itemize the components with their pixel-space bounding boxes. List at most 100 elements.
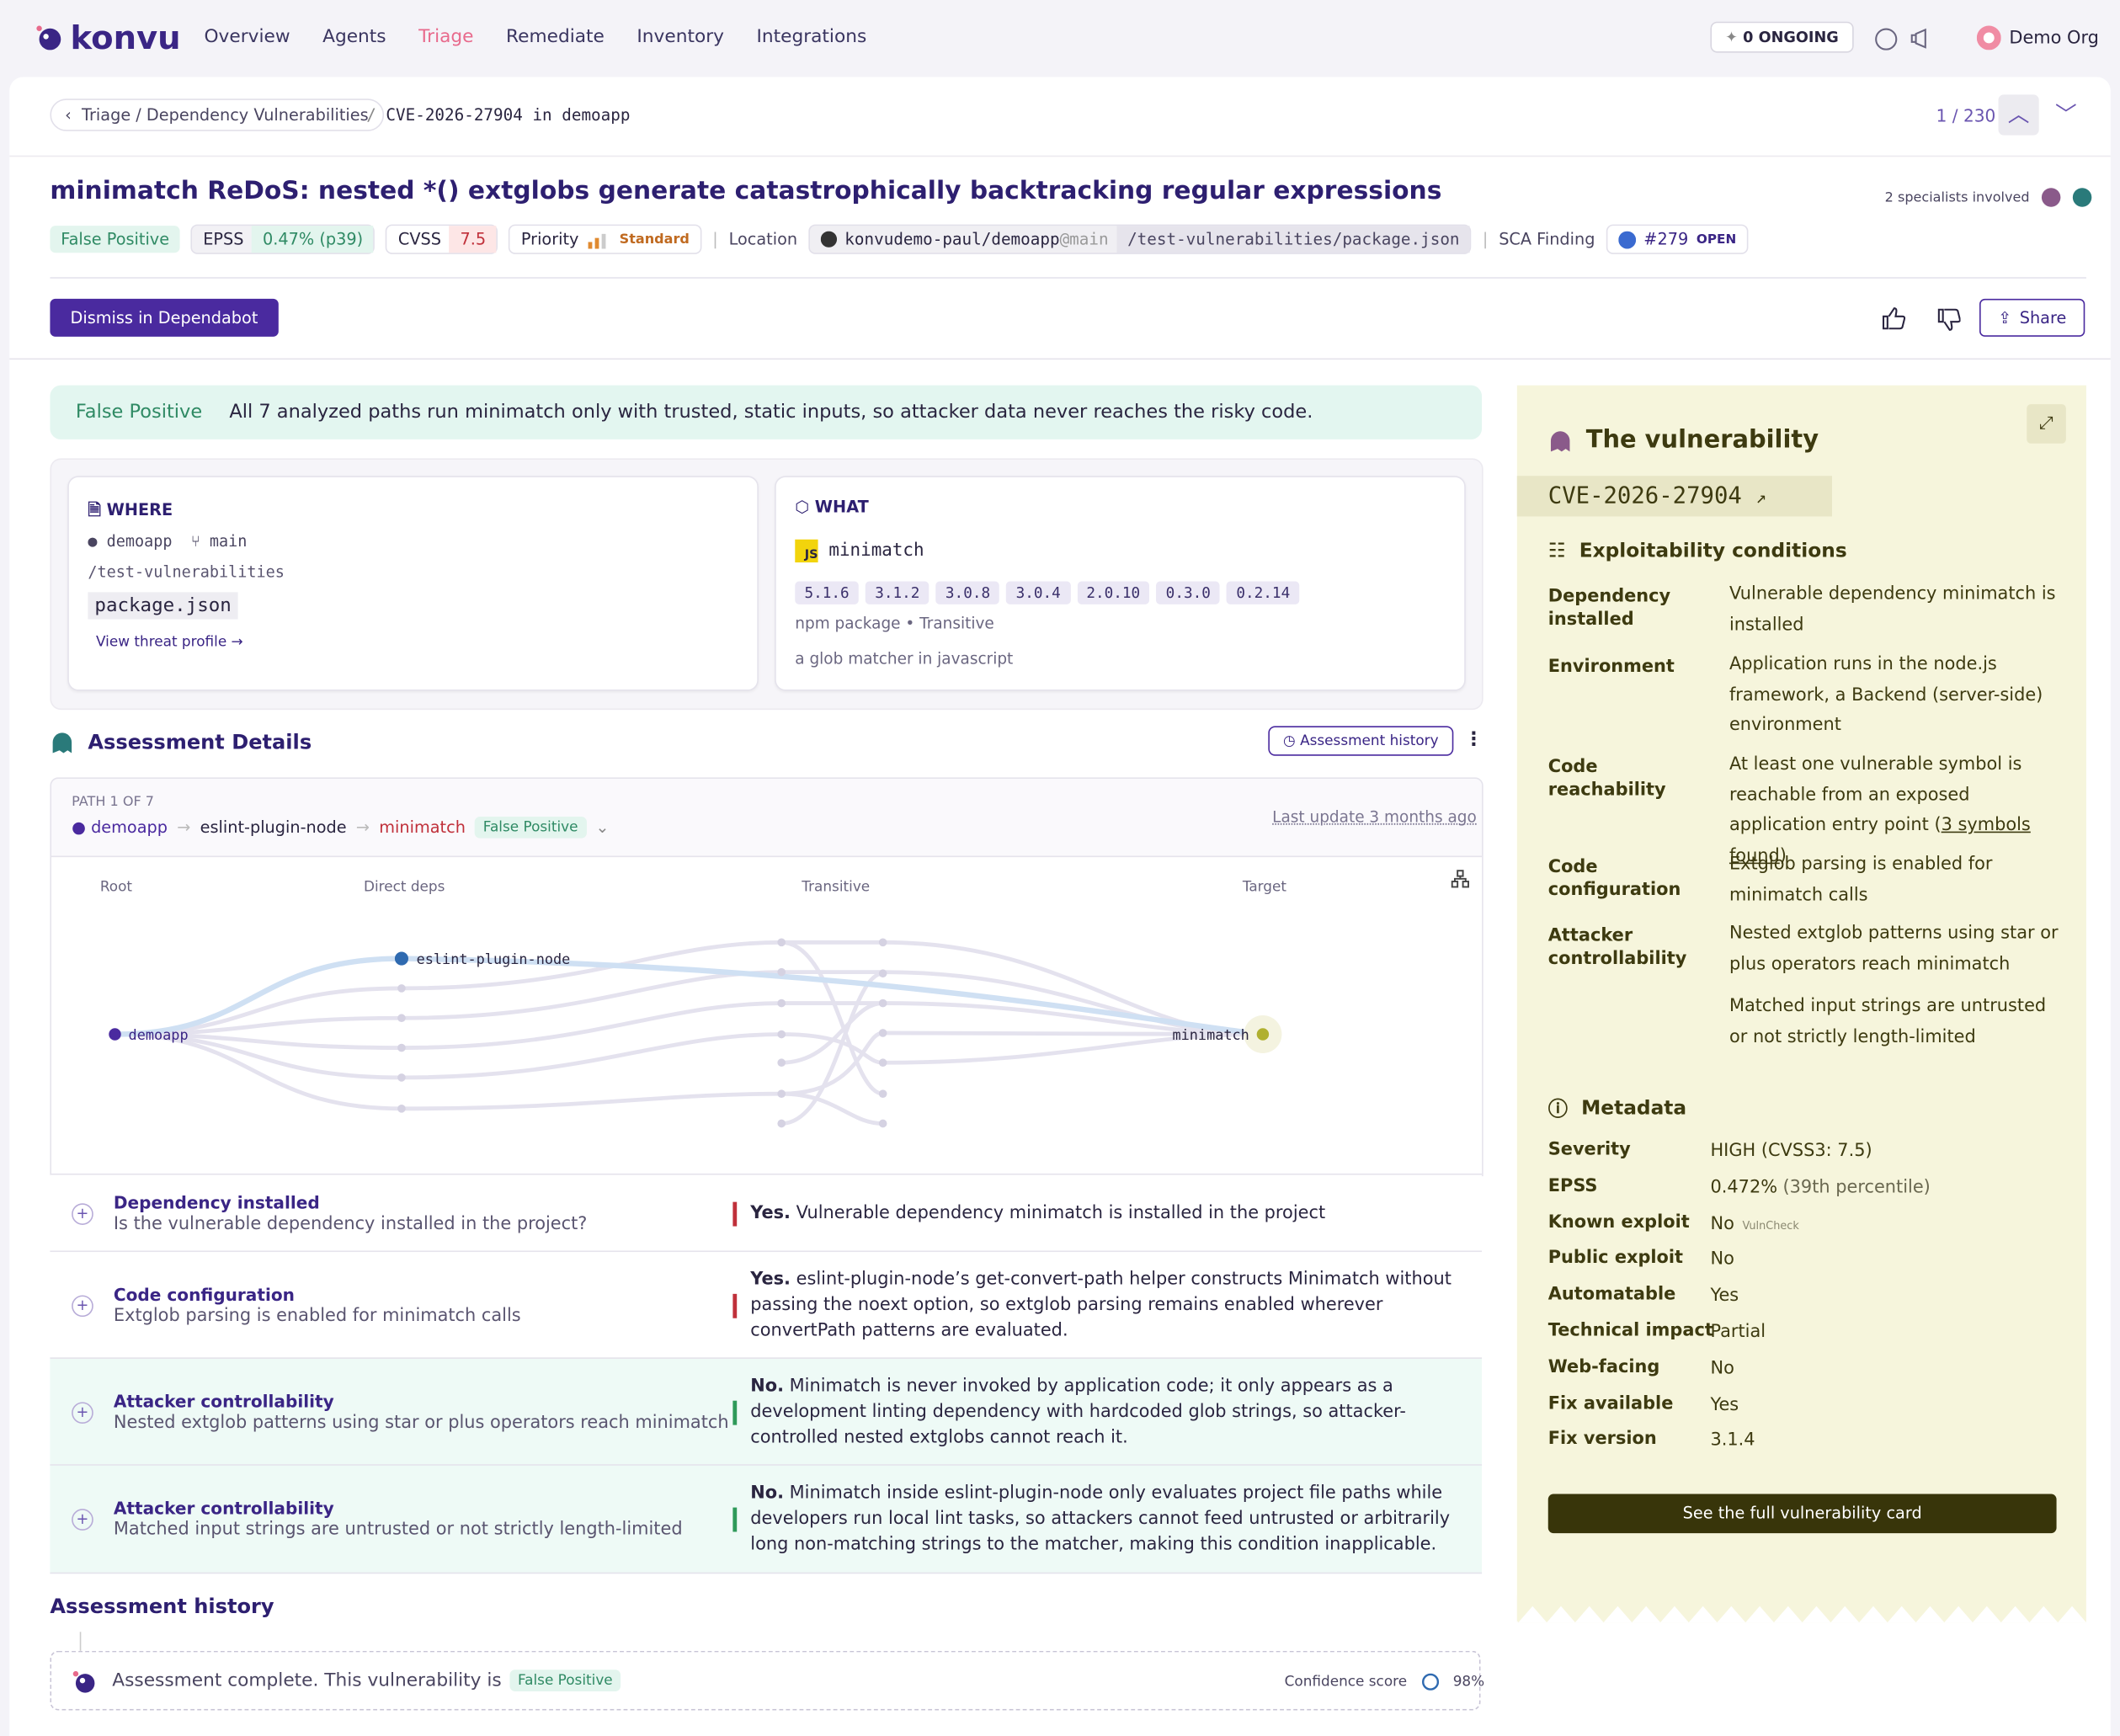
answer-text: Vulnerable dependency minimatch is insta… bbox=[796, 1203, 1326, 1224]
priority-badge: Priority Standard bbox=[509, 224, 702, 254]
verdict-bar bbox=[732, 1506, 738, 1531]
pr-badge[interactable]: #279 OPEN bbox=[1606, 224, 1749, 254]
condition-answer: No. Minimatch is never invoked by applic… bbox=[750, 1374, 1467, 1451]
dismiss-button[interactable]: Dismiss in Dependabot bbox=[50, 298, 279, 337]
github-icon bbox=[820, 231, 837, 248]
condition-answer: No. Minimatch inside eslint-plugin-node … bbox=[750, 1480, 1467, 1558]
nav-item[interactable]: Integrations bbox=[756, 25, 867, 48]
org-menu[interactable]: Demo Org bbox=[1976, 25, 2099, 51]
direct-node[interactable] bbox=[394, 951, 408, 966]
top-nav: konvu Overview Agents Triage Remediate Inven… bbox=[0, 0, 2120, 77]
condition-value: Application runs in the node.js framewor… bbox=[1728, 654, 2043, 736]
threat-profile-link[interactable]: View threat profile → bbox=[96, 634, 243, 651]
divider bbox=[9, 358, 2111, 360]
history-verdict: False Positive bbox=[509, 1669, 621, 1691]
condition-title: Dependency installed bbox=[113, 1192, 320, 1213]
condition-value: Vulnerable dependency minimatch is insta… bbox=[1728, 583, 2056, 635]
expand-toggle[interactable]: + bbox=[72, 1202, 93, 1225]
nav-item[interactable]: Triage bbox=[418, 25, 474, 48]
expand-button[interactable]: ⤢ bbox=[2027, 404, 2066, 444]
location-badge[interactable]: konvudemo-paul/demoapp @main/test-vulnera… bbox=[807, 224, 1472, 254]
nav-item[interactable]: Remediate bbox=[506, 25, 605, 48]
breadcrumb-back[interactable]: ‹ Triage / Dependency Vulnerabilities bbox=[50, 99, 384, 131]
badges: False Positive EPSS 0.47% (p39) CVSS 7.5 P… bbox=[50, 224, 1749, 254]
version-tag: 3.0.4 bbox=[1006, 581, 1071, 604]
expand-toggle[interactable]: + bbox=[72, 1508, 93, 1531]
next-button[interactable]: ﹀ bbox=[2054, 101, 2077, 127]
metadata-label: Fix version bbox=[1547, 1430, 1657, 1451]
answer-lead: No. bbox=[750, 1483, 785, 1504]
repo: konvudemo-paul/demoapp bbox=[844, 230, 1060, 249]
conditions-icon: ☷ bbox=[1547, 541, 1566, 563]
metadata-title: Metadata bbox=[1581, 1097, 1687, 1119]
vulnerability-sidebar: ⤢ The vulnerability CVE-2026-27904 ↗ ☷ Ex… bbox=[1516, 385, 2086, 1623]
root-node[interactable] bbox=[109, 1028, 121, 1041]
metadata-label: Severity bbox=[1547, 1139, 1631, 1160]
cvss-badge: CVSS 7.5 bbox=[386, 224, 498, 254]
what-label-text: WHAT bbox=[814, 497, 869, 517]
verdict-bar bbox=[732, 1293, 738, 1318]
nav-item[interactable]: Agents bbox=[322, 25, 386, 48]
last-update: Last update 3 months ago bbox=[1272, 807, 1477, 827]
chevron[interactable]: ⌄ bbox=[595, 817, 610, 838]
target-node[interactable] bbox=[1256, 1028, 1270, 1041]
version-tag: 3.1.2 bbox=[865, 581, 929, 604]
metadata-value: Partial bbox=[1710, 1323, 1766, 1343]
breadcrumb-current: / CVE-2026-27904 in demoapp bbox=[366, 105, 631, 125]
nav-item[interactable]: Inventory bbox=[637, 25, 724, 48]
share-button[interactable]: ⇪ Share bbox=[1979, 298, 2085, 337]
condition-answer: Yes. Vulnerable dependency minimatch is … bbox=[750, 1201, 1467, 1227]
condition-value: Nested extglob patterns using star or pl… bbox=[1728, 923, 2059, 975]
where-path: /test-vulnerabilities bbox=[88, 562, 285, 582]
timeline bbox=[79, 1632, 82, 1651]
condition-value: Matched input strings are untrusted or n… bbox=[1728, 996, 2047, 1047]
assessment-title: Assessment Details bbox=[88, 730, 312, 755]
ongoing-count: 0 bbox=[1743, 28, 1754, 46]
graph-layout-button[interactable] bbox=[1451, 870, 1469, 888]
target-label: minimatch bbox=[1172, 1026, 1249, 1043]
confidence-value: 98% bbox=[1452, 1674, 1485, 1691]
metadata-icon: ⓘ bbox=[1547, 1099, 1569, 1121]
divider bbox=[50, 277, 2086, 279]
history-text: Assessment complete. This vulnerability … bbox=[112, 1669, 621, 1691]
condition-row: + Attacker controllability Matched input s… bbox=[50, 1464, 1483, 1574]
breadcrumb-parent: Triage / Dependency Vulnerabilities bbox=[82, 105, 369, 125]
nav-item[interactable]: Overview bbox=[204, 25, 290, 48]
sca-label: SCA Finding bbox=[1499, 230, 1595, 249]
condition-text: Nested extglob patterns using star or pl… bbox=[1729, 919, 2060, 980]
condition-label: Attacker controllability bbox=[1547, 926, 1687, 970]
expand-toggle[interactable]: + bbox=[72, 1294, 93, 1317]
condition-label: Code reachability bbox=[1547, 757, 1666, 801]
share-icon: ⇪ bbox=[1997, 308, 2012, 327]
package-description: a glob matcher in javascript bbox=[795, 648, 1014, 668]
graph-column: Target bbox=[1242, 877, 1287, 894]
cve-id[interactable]: CVE-2026-27904 ↗ bbox=[1516, 476, 1832, 517]
org-avatar bbox=[1976, 25, 2001, 51]
feedback-buttons[interactable] bbox=[1879, 306, 1961, 333]
expand-toggle[interactable]: + bbox=[72, 1401, 93, 1424]
condition-title: Attacker controllability bbox=[113, 1498, 334, 1519]
logo[interactable]: konvu bbox=[35, 19, 181, 56]
assessment-history-button[interactable]: ◷ Assessment history bbox=[1268, 726, 1454, 756]
symbols-link[interactable]: 3 symbols found bbox=[1728, 815, 2031, 866]
help-icons[interactable] bbox=[1874, 26, 1942, 53]
conditions-title: Exploitability conditions bbox=[1579, 541, 1847, 563]
ongoing-icon: ✦ bbox=[1725, 28, 1738, 46]
metadata-label: Known exploit bbox=[1547, 1211, 1690, 1233]
more-menu[interactable]: ⋮ bbox=[1464, 728, 1483, 751]
full-card-button[interactable]: See the full vulnerability card bbox=[1547, 1494, 2057, 1534]
condition-text: Extglob parsing is enabled for minimatch… bbox=[1729, 850, 2060, 911]
condition-text: At least one vulnerable symbol is reacha… bbox=[1729, 750, 2060, 872]
logo-text: konvu bbox=[70, 19, 181, 57]
metadata-label: EPSS bbox=[1547, 1175, 1598, 1196]
prev-button[interactable]: ︿ bbox=[1998, 94, 2039, 136]
priority-label: Priority bbox=[520, 230, 579, 249]
graph-dots bbox=[397, 938, 887, 1128]
condition-question: Nested extglob patterns using star or pl… bbox=[113, 1413, 729, 1434]
ongoing-button[interactable]: ✦ 0 ONGOING bbox=[1710, 21, 1854, 53]
metadata-text: Yes bbox=[1710, 1286, 1739, 1307]
chain-direct: eslint-plugin-node bbox=[200, 817, 347, 838]
metadata-label: Public exploit bbox=[1547, 1248, 1684, 1269]
verdict-bar bbox=[732, 1399, 738, 1424]
